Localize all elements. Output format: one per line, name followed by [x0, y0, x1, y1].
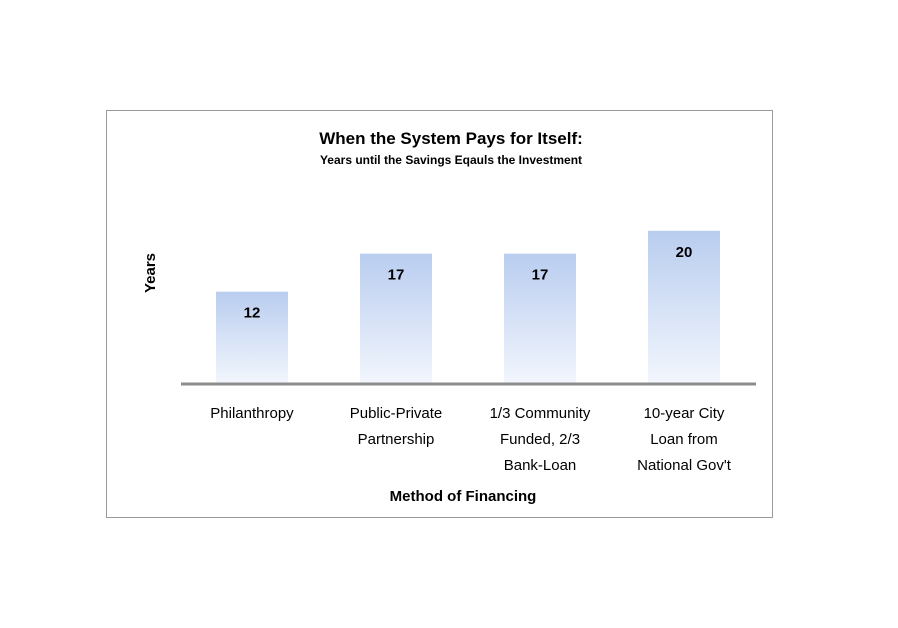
category-label-2: Public-Private Partnership [350, 405, 443, 448]
bars-group: 12 17 17 20 [216, 230, 720, 383]
category-label-4: 10-year City Loan from National Gov't [637, 405, 732, 474]
chart-subtitle: Years until the Savings Eqauls the Inves… [320, 153, 582, 167]
x-axis-label: Method of Financing [390, 488, 537, 505]
data-label-1: 12 [244, 305, 261, 322]
bar-3 [504, 253, 576, 383]
chart-title: When the System Pays for Itself: [319, 129, 583, 148]
category-label-1: Philanthropy [210, 405, 294, 422]
category-label-3: 1/3 Community Funded, 2/3 Bank-Loan [490, 405, 591, 474]
chart-frame: When the System Pays for Itself: Years u… [106, 110, 773, 518]
data-label-2: 17 [388, 267, 405, 284]
bar-chart: When the System Pays for Itself: Years u… [142, 129, 756, 505]
bar-4 [648, 230, 720, 383]
bar-1 [216, 291, 288, 383]
data-label-4: 20 [676, 244, 693, 261]
bar-2 [360, 253, 432, 383]
data-label-3: 17 [532, 267, 549, 284]
y-axis-label: Years [142, 253, 159, 293]
category-labels-group: Philanthropy Public-Private Partnership 1/3… [210, 405, 731, 474]
